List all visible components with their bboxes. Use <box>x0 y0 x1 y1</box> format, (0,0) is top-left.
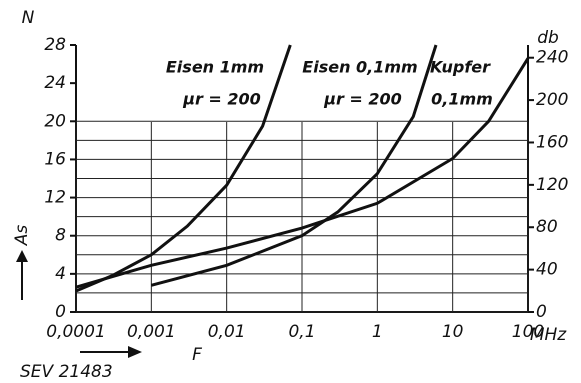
y-tick-label: 0 <box>55 302 66 322</box>
x-tick-label: 10 <box>442 322 464 342</box>
x-tick-label: 100 <box>512 322 544 342</box>
y2-tick-label: 160 <box>536 132 568 152</box>
y2-tick-label: 240 <box>536 48 568 68</box>
x-label: F <box>192 345 202 365</box>
curve-label: Eisen 1mm <box>166 58 264 77</box>
y-tick-label: 24 <box>44 73 66 93</box>
y-tick-label: 12 <box>44 188 66 208</box>
y-unit: N <box>22 8 35 28</box>
x-arrow-head <box>128 346 142 358</box>
y-tick-label: 20 <box>44 111 66 131</box>
x-unit: MHz <box>530 325 567 345</box>
y-tick-label: 28 <box>44 35 66 55</box>
curve-annotation: μr = 200 <box>182 90 261 109</box>
x-tick-label: 0,01 <box>208 322 246 342</box>
y2-tick-label: 120 <box>536 175 568 195</box>
y2-tick-label: 40 <box>536 260 558 280</box>
y2-unit: db <box>537 28 559 48</box>
x-tick-label: 0,1 <box>288 322 315 342</box>
y-arrow-head <box>16 250 28 262</box>
x-tick-label: 1 <box>372 322 383 342</box>
curve-annotation: μr = 200 <box>323 90 402 109</box>
curve <box>150 44 438 287</box>
y2-tick-label: 80 <box>536 217 558 237</box>
x-tick-label: 0,001 <box>127 322 176 342</box>
curve-annotation: 0,1mm <box>431 90 493 109</box>
y2-tick-label: 0 <box>536 302 547 322</box>
y-label: As <box>12 225 32 247</box>
y-tick-label: 16 <box>44 149 66 169</box>
y-tick-label: 4 <box>55 264 66 284</box>
x-tick-label: 0,0001 <box>46 322 105 342</box>
curve-label: Kupfer <box>430 58 491 77</box>
y2-tick-label: 200 <box>536 90 568 110</box>
curve <box>75 57 530 289</box>
y-tick-label: 8 <box>55 226 66 246</box>
caption: SEV 21483 <box>20 362 113 382</box>
curve-label: Eisen 0,1mm <box>302 58 417 77</box>
